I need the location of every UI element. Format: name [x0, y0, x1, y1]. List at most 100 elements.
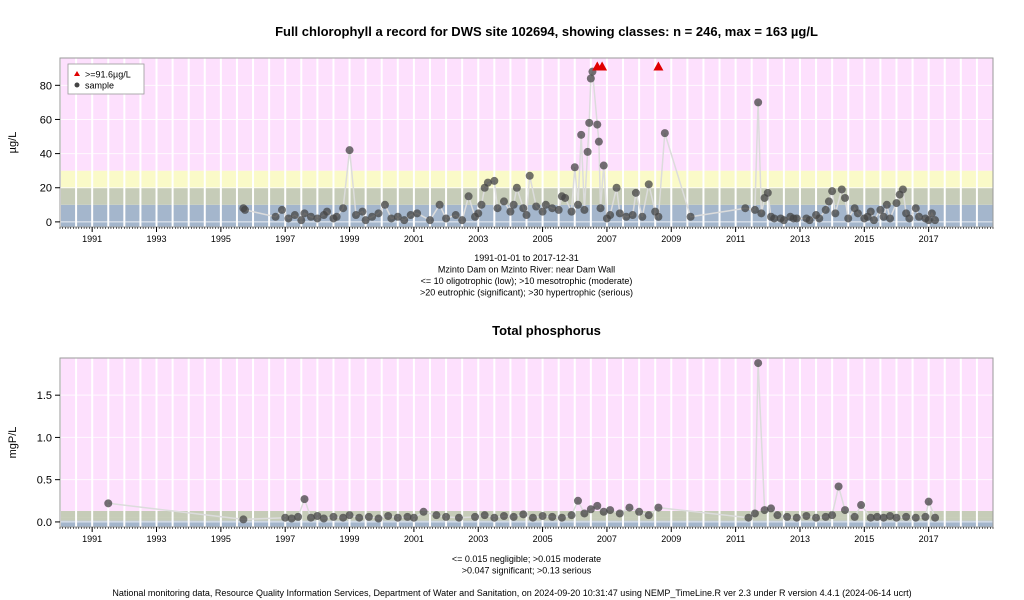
- sample-point: [805, 216, 814, 225]
- sample-point: [477, 200, 486, 209]
- sample-point: [879, 212, 888, 221]
- sample-point: [393, 513, 402, 522]
- sample-point: [509, 200, 518, 209]
- x-tick-label: 2017: [919, 234, 939, 244]
- sample-point: [368, 212, 377, 221]
- x-tick-label: 2001: [404, 534, 424, 544]
- chart-caption: 1991-01-01 to 2017-12-31: [474, 253, 579, 263]
- sample-point: [313, 512, 322, 521]
- x-tick-label: 2015: [854, 234, 874, 244]
- sample-point: [844, 214, 853, 223]
- sample-point: [757, 209, 766, 218]
- sample-point: [358, 207, 367, 216]
- sample-point: [821, 512, 830, 521]
- sample-point: [345, 146, 354, 155]
- sample-point: [512, 183, 521, 192]
- x-tick-label: 1993: [147, 534, 167, 544]
- sample-point: [911, 204, 920, 213]
- x-tick-label: 2005: [533, 534, 553, 544]
- sample-point: [413, 209, 422, 218]
- x-tick-label: 1995: [211, 234, 231, 244]
- x-tick-label: 1999: [340, 534, 360, 544]
- sample-point: [577, 130, 586, 139]
- sample-point: [760, 506, 769, 515]
- sample-point: [419, 507, 428, 516]
- sample-point: [599, 507, 608, 516]
- sample-point: [635, 507, 644, 516]
- sample-point: [660, 129, 669, 138]
- sample-point: [570, 163, 579, 172]
- sample-point: [458, 216, 467, 225]
- sample-point: [837, 185, 846, 194]
- sample-point: [915, 212, 924, 221]
- chart-title: Full chlorophyll a record for DWS site 1…: [275, 24, 818, 39]
- x-tick-label: 1997: [275, 534, 295, 544]
- sample-point: [921, 512, 930, 521]
- sample-point: [596, 204, 605, 213]
- sample-point: [380, 200, 389, 209]
- sample-point: [892, 513, 901, 522]
- sample-point: [625, 503, 634, 512]
- sample-point: [821, 205, 830, 214]
- sample-point: [779, 216, 788, 225]
- sample-point: [554, 205, 563, 214]
- sample-point: [442, 512, 451, 521]
- sample-point: [355, 513, 364, 522]
- sample-point: [300, 495, 309, 504]
- phosphorus-chart: 0.0 0.5 1.0 1.5 1991 1993 1995 1997 1999 2001 2003…: [7, 323, 994, 576]
- sample-point: [773, 511, 782, 520]
- sample-point: [284, 214, 293, 223]
- sample-point: [857, 501, 866, 510]
- x-tick-label: 2005: [533, 234, 553, 244]
- sample-point: [593, 120, 602, 129]
- sample-point: [750, 205, 759, 214]
- sample-point: [615, 209, 624, 218]
- sample-point: [300, 209, 309, 218]
- sample-point: [573, 200, 582, 209]
- sample-point: [770, 214, 779, 223]
- sample-point: [869, 216, 878, 225]
- sample-point: [593, 501, 602, 510]
- sample-point: [240, 205, 249, 214]
- sample-point: [290, 211, 299, 220]
- sample-point: [277, 205, 286, 214]
- sample-point: [931, 216, 940, 225]
- sample-point: [744, 513, 753, 522]
- sample-point: [287, 514, 296, 523]
- sample-point: [525, 171, 534, 180]
- sample-point: [339, 204, 348, 213]
- sample-point: [580, 509, 589, 518]
- sample-point: [490, 176, 499, 185]
- sample-point: [767, 504, 776, 513]
- x-tick-label: 2011: [726, 234, 745, 244]
- sample-point: [606, 506, 615, 515]
- sample-point: [905, 214, 914, 223]
- sample-point: [294, 512, 303, 521]
- sample-point: [454, 513, 463, 522]
- sample-point: [911, 513, 920, 522]
- chart-caption: Mzinto Dam on Mzinto River: near Dam Wal…: [438, 265, 615, 275]
- chart-caption: >0.047 significant; >0.13 serious: [462, 566, 592, 576]
- x-tick-label: 1995: [211, 534, 231, 544]
- sample-point: [927, 209, 936, 218]
- sample-point: [374, 514, 383, 523]
- sample-point: [567, 207, 576, 216]
- sample-point: [644, 511, 653, 520]
- sample-point: [841, 193, 850, 202]
- legend-marker: [74, 71, 80, 76]
- sample-point: [519, 510, 528, 519]
- chart-caption: <= 0.015 negligible; >0.015 moderate: [452, 554, 601, 564]
- sample-point: [471, 512, 480, 521]
- sample-point: [403, 512, 412, 521]
- sample-point: [583, 147, 592, 156]
- exceedance-marker: [653, 61, 664, 71]
- sample-point: [873, 512, 882, 521]
- sample-point: [644, 180, 653, 189]
- x-tick-label: 2009: [661, 234, 681, 244]
- sample-point: [886, 512, 895, 521]
- sample-point: [104, 499, 113, 508]
- sample-point: [451, 211, 460, 220]
- sample-point: [567, 511, 576, 520]
- x-tick-label: 2017: [919, 534, 939, 544]
- sample-point: [374, 209, 383, 218]
